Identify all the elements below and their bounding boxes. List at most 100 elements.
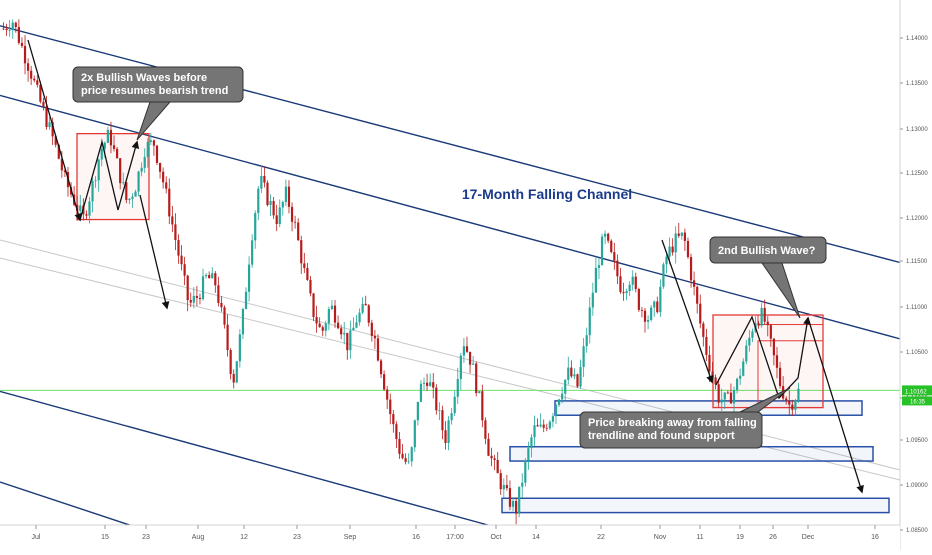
price-tick-label: 1.08500 [906,528,928,534]
candle-body [554,404,558,417]
time-tick-label: 19 [736,534,744,541]
pattern-box-2-lower [757,340,824,409]
candle-body [297,222,300,241]
time-axis-bg [0,525,900,550]
candle-body [115,148,119,159]
candle-body [643,310,647,322]
candle-body [361,303,364,313]
candle-body [735,378,739,391]
candle-body [502,485,505,490]
candle-body [281,202,284,208]
candle-body [493,458,496,460]
candle-body [336,322,340,329]
candle-body [269,201,272,206]
candle-body [726,392,729,394]
candle-body [177,239,180,256]
candle-body [505,485,508,489]
candle-body [677,233,680,236]
candle-body [376,338,380,361]
price-tick-label: 1.12000 [906,216,928,222]
candle-body [370,322,373,336]
candle-body [79,205,82,211]
candle-body [573,374,576,377]
candle-body [106,129,109,143]
price-tick-label: 1.11000 [906,305,928,311]
candle-body [775,355,779,368]
candle-body [217,285,220,303]
candle-body [30,70,33,79]
candle-body [772,338,776,356]
time-tick-label: 22 [597,534,605,541]
callout-box [72,66,244,103]
candle-body [413,420,416,448]
candle-body [143,156,146,168]
chart-title: 17-Month Falling Channel [462,186,632,202]
callout-2: 2nd Bullish Wave? [709,236,827,319]
candle-body [671,246,674,253]
candle-body [637,288,640,310]
candle-body [254,213,257,241]
candle-body [459,355,462,380]
candle-body [48,122,51,128]
candle-body [315,316,318,324]
candle-body [410,447,413,462]
candle-body [788,400,791,405]
candle-body [407,461,410,463]
channel-line-1 [0,25,901,264]
candle-body [778,367,782,387]
candle-body [192,295,195,303]
time-tick-label: 15 [101,534,109,541]
candle-body [112,145,116,149]
candle-body [625,291,628,294]
candle-body [739,375,742,379]
price-tick-label: 1.09500 [906,438,928,444]
candle-body [63,170,67,172]
time-tick-label: 23 [142,534,150,541]
candle-body [149,140,152,142]
candle-body [604,233,607,237]
candle-body [696,286,699,304]
wave-arrow-6 [807,317,864,494]
candle-body [668,246,671,257]
candle-body [699,303,702,324]
candle-body [542,424,545,428]
candle-body [45,106,48,128]
candle-body [444,430,447,444]
candle-body [797,388,800,401]
candle-body [717,384,720,403]
candle-body [180,255,183,265]
price-tick-label: 1.09000 [906,483,928,489]
candle-body [333,305,337,323]
candle-body [294,221,297,223]
candle-body [484,420,487,439]
candle-body [619,276,622,293]
candle-body [306,267,309,280]
price-axis: 1.14000 1.13500 1.13000 1.12500 1.12000 1.115… [899,0,932,550]
candle-body [628,284,631,292]
current-price-tag [902,385,932,396]
candle-body [570,367,573,377]
channel-line-2 [0,94,901,340]
candle-body [343,332,346,335]
candle-body [791,404,794,410]
candle-body [745,345,748,362]
candle-body [732,390,736,404]
candle-body [450,413,453,421]
channel-line-4 [0,481,145,531]
candle-body [211,273,214,279]
candle-body [705,336,708,355]
candle-body [358,312,361,323]
candle-body [346,332,349,351]
candle-body [530,437,533,449]
candle-body [128,198,131,200]
candle-body [616,260,619,277]
candle-body [514,501,518,514]
candle-body [557,399,561,405]
candle-body [395,424,398,440]
candle-body [607,233,610,241]
candle-body [171,216,174,225]
time-tick-label: 16 [871,534,879,541]
candle-body [398,439,401,454]
candle-body [140,167,143,172]
